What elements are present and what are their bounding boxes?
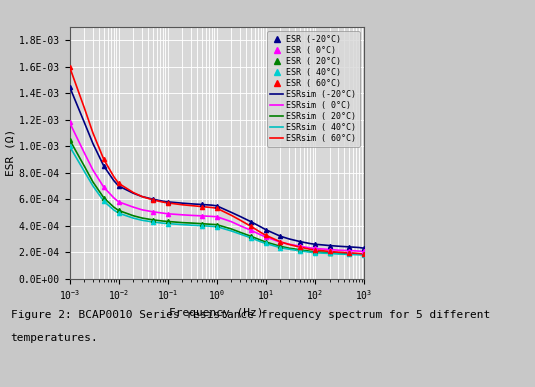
Y-axis label: ESR (Ω): ESR (Ω) (6, 129, 16, 176)
Legend: ESR (-20°C), ESR ( 0°C), ESR ( 20°C), ESR ( 40°C), ESR ( 60°C), ESRsim (-20°C), : ESR (-20°C), ESR ( 0°C), ESR ( 20°C), ES… (267, 31, 360, 147)
Text: Figure 2: BCAP0010 Series resistance frequency spectrum for 5 different

tempera: Figure 2: BCAP0010 Series resistance fre… (11, 310, 490, 343)
X-axis label: Frequency (Hz): Frequency (Hz) (170, 308, 264, 318)
